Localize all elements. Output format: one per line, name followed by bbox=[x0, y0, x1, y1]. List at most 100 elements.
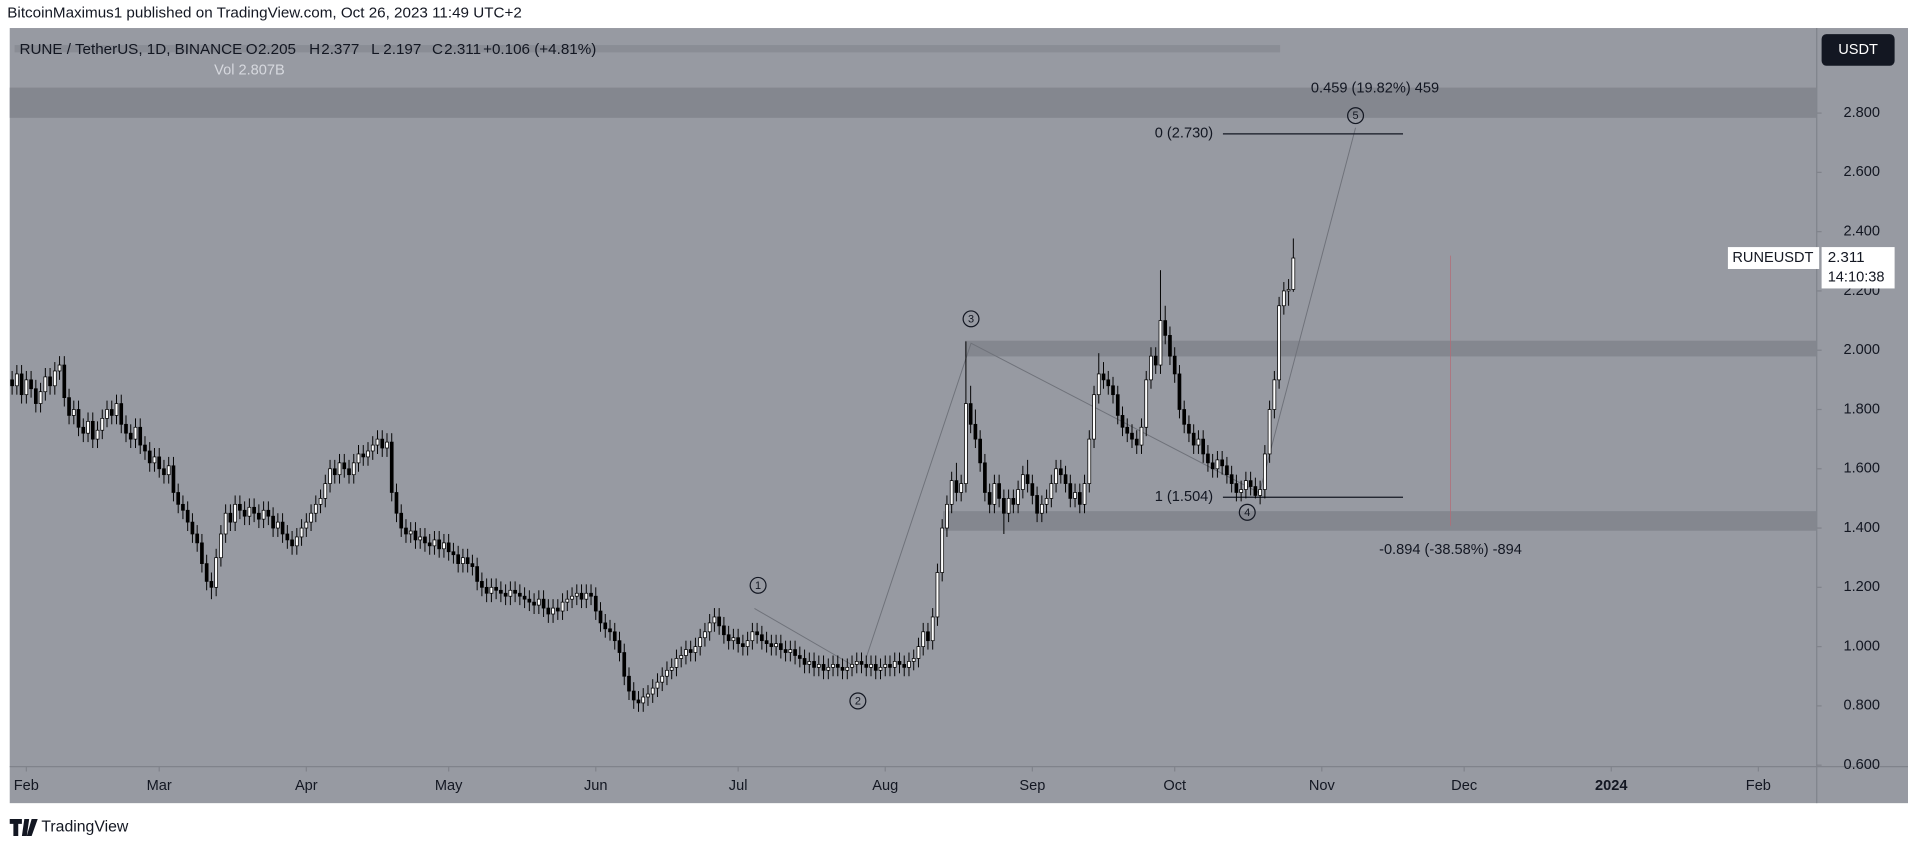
candle-body bbox=[978, 438, 982, 464]
x-tick-label: Aug bbox=[872, 778, 898, 794]
candle-body bbox=[294, 536, 299, 547]
candle-body bbox=[1115, 394, 1120, 416]
candle-body bbox=[665, 669, 669, 677]
candle-body bbox=[532, 601, 536, 606]
candle-body bbox=[124, 423, 128, 434]
candle-body bbox=[276, 521, 280, 529]
overlay: RUNE / TetherUS, 1D, BINANCE Vol 2.807B … bbox=[9, 34, 1895, 837]
candle-body bbox=[949, 480, 954, 505]
candle-body bbox=[508, 589, 513, 597]
currency-button[interactable] bbox=[1821, 34, 1895, 66]
candle-body bbox=[712, 616, 717, 624]
y-tick-label: 0.600 bbox=[1843, 757, 1880, 773]
candle-body bbox=[109, 409, 114, 416]
candle-body bbox=[200, 542, 204, 564]
legend-field-value: 2.311 bbox=[444, 41, 481, 58]
candle-body bbox=[394, 492, 399, 514]
candle-body bbox=[935, 572, 940, 618]
candle-body bbox=[907, 661, 911, 668]
drawings bbox=[754, 127, 1451, 668]
candle-body bbox=[323, 483, 328, 499]
candle-body bbox=[257, 512, 261, 520]
candle-body bbox=[413, 530, 418, 541]
candle-body bbox=[845, 666, 850, 671]
symbol-tag: RUNEUSDT bbox=[1732, 250, 1813, 266]
candle-body bbox=[494, 586, 498, 591]
candle-body bbox=[228, 512, 233, 523]
candle-body bbox=[698, 637, 703, 647]
candle-body bbox=[451, 551, 456, 556]
candle-body bbox=[318, 498, 323, 505]
candle-body bbox=[347, 468, 351, 476]
candle-body bbox=[688, 649, 693, 653]
zones bbox=[9, 87, 1817, 531]
candle-body bbox=[157, 456, 162, 470]
candle-body bbox=[513, 589, 517, 594]
y-tick-label: 2.000 bbox=[1843, 342, 1880, 358]
candle-body bbox=[1187, 423, 1191, 434]
candle-body bbox=[1234, 483, 1239, 493]
candle-body bbox=[921, 631, 926, 647]
candle-body bbox=[100, 418, 105, 431]
candle-body bbox=[1134, 438, 1139, 446]
candle-body bbox=[812, 661, 816, 668]
candle-body bbox=[1291, 257, 1296, 290]
candle-body bbox=[741, 643, 745, 647]
candle-body bbox=[840, 666, 845, 671]
candle-body bbox=[285, 533, 290, 541]
candle-body bbox=[10, 379, 14, 387]
candle-body bbox=[143, 444, 147, 452]
wave-marker bbox=[1347, 107, 1365, 125]
candle-body bbox=[973, 423, 978, 440]
candle-body bbox=[826, 666, 831, 671]
wave-marker bbox=[849, 692, 867, 710]
wave-label: 4 bbox=[1244, 507, 1250, 519]
candle-body bbox=[916, 646, 921, 659]
candle-body bbox=[864, 664, 869, 668]
candle-body bbox=[883, 664, 888, 668]
candle-body bbox=[484, 586, 489, 594]
candle-body bbox=[551, 607, 555, 615]
x-tick-label: Feb bbox=[1746, 778, 1771, 794]
candle-body bbox=[1002, 498, 1006, 514]
candle-body bbox=[1286, 289, 1291, 292]
wave-marker bbox=[749, 576, 767, 594]
candle-body bbox=[584, 592, 589, 600]
candle-body bbox=[81, 426, 86, 434]
candle-body bbox=[1229, 474, 1234, 484]
candle-body bbox=[375, 438, 380, 446]
candles bbox=[10, 238, 1296, 712]
candle-body bbox=[1021, 474, 1025, 490]
candle-body bbox=[356, 453, 361, 464]
wave-label: 5 bbox=[1353, 110, 1359, 122]
candle-body bbox=[290, 539, 294, 547]
candle-body bbox=[650, 687, 655, 695]
candle-body bbox=[223, 512, 228, 535]
candle-body bbox=[461, 557, 465, 564]
candle-body bbox=[418, 536, 423, 541]
y-tick-label: 1.800 bbox=[1843, 401, 1880, 417]
candle-body bbox=[48, 376, 52, 387]
candle-body bbox=[1006, 498, 1011, 514]
wave-line bbox=[865, 127, 1357, 658]
candle-body bbox=[366, 450, 370, 458]
candle-body bbox=[76, 409, 81, 428]
candle-body bbox=[779, 643, 783, 650]
candle-body bbox=[750, 631, 755, 642]
candle-body bbox=[1054, 468, 1058, 484]
candle-body bbox=[176, 492, 181, 505]
legend-change: +0.106 (+4.81%) bbox=[483, 41, 596, 58]
fib-label: 0 (2.730) bbox=[1155, 126, 1213, 142]
legend-field-value: 2.197 bbox=[383, 41, 421, 58]
currency-label[interactable]: USDT bbox=[1838, 42, 1878, 58]
candle-body bbox=[945, 503, 949, 529]
candle-body bbox=[503, 592, 508, 597]
candle-body bbox=[266, 509, 271, 517]
candle-body bbox=[669, 666, 674, 671]
y-tick-label: 1.200 bbox=[1843, 579, 1880, 595]
candle-body bbox=[731, 637, 736, 642]
candle-body bbox=[499, 589, 503, 594]
candle-body bbox=[527, 598, 532, 603]
